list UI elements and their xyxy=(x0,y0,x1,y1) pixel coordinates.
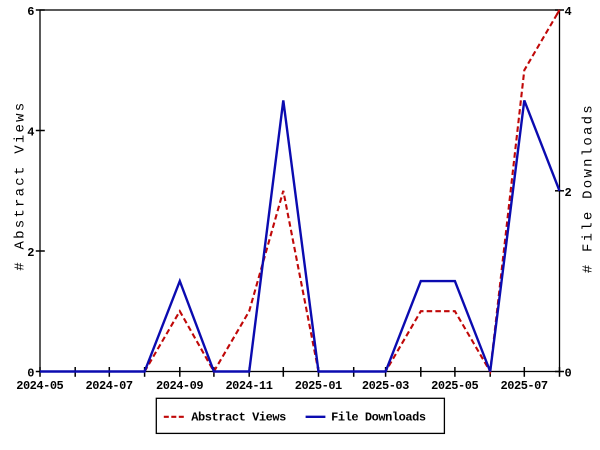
svg-text:2025-01: 2025-01 xyxy=(295,379,343,393)
svg-text:2025-07: 2025-07 xyxy=(501,379,549,393)
svg-text:0: 0 xyxy=(565,367,572,381)
svg-text:2025-05: 2025-05 xyxy=(431,379,479,393)
svg-text:2024-07: 2024-07 xyxy=(86,379,134,393)
svg-text:2: 2 xyxy=(27,246,34,260)
svg-text:2: 2 xyxy=(565,186,572,200)
svg-text:0: 0 xyxy=(27,367,34,381)
svg-text:4: 4 xyxy=(565,5,572,19)
svg-text:6: 6 xyxy=(27,5,34,19)
svg-text:4: 4 xyxy=(27,126,34,140)
svg-text:2025-03: 2025-03 xyxy=(362,379,410,393)
svg-text:File Downloads: File Downloads xyxy=(331,410,426,424)
svg-text:2024-09: 2024-09 xyxy=(156,379,204,393)
svg-text:2024-05: 2024-05 xyxy=(16,379,64,393)
svg-text:Abstract Views: Abstract Views xyxy=(191,410,286,424)
svg-text:2024-11: 2024-11 xyxy=(225,379,273,393)
